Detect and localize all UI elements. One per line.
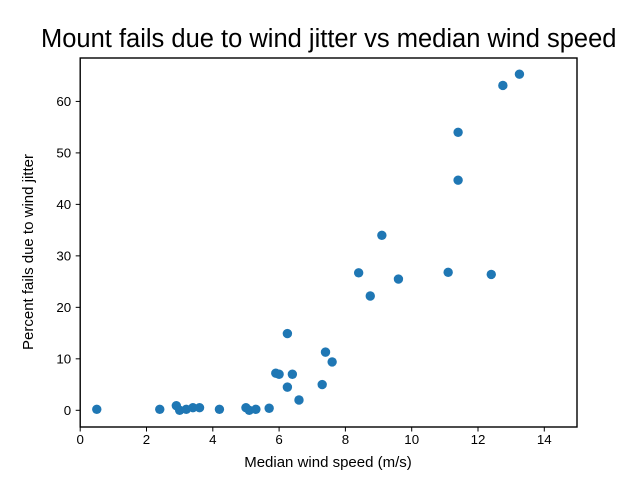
svg-text:Percent fails due to wind jitt: Percent fails due to wind jitter — [20, 154, 37, 350]
svg-text:12: 12 — [471, 432, 486, 447]
svg-text:4: 4 — [209, 432, 216, 447]
svg-text:Median wind speed (m/s): Median wind speed (m/s) — [244, 454, 412, 471]
svg-text:20: 20 — [56, 300, 71, 315]
svg-text:40: 40 — [56, 197, 71, 212]
svg-text:6: 6 — [275, 432, 282, 447]
svg-text:2: 2 — [143, 432, 150, 447]
svg-text:30: 30 — [56, 248, 71, 263]
svg-text:10: 10 — [404, 432, 419, 447]
svg-text:10: 10 — [56, 351, 71, 366]
svg-text:0: 0 — [76, 432, 83, 447]
svg-text:0: 0 — [64, 403, 71, 418]
svg-text:8: 8 — [342, 432, 349, 447]
svg-text:Mount fails due to wind jitter: Mount fails due to wind jitter vs median… — [41, 25, 616, 53]
svg-text:60: 60 — [56, 94, 71, 109]
svg-text:14: 14 — [537, 432, 552, 447]
svg-text:50: 50 — [56, 145, 71, 160]
